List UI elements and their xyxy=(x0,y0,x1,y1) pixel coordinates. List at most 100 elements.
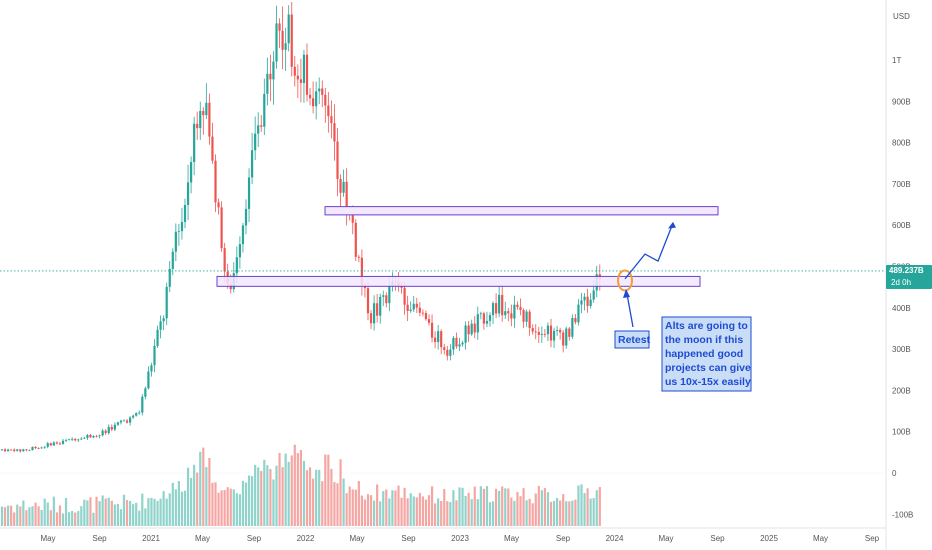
candle-body xyxy=(199,111,202,129)
volume-bar xyxy=(519,496,522,526)
volume-bar xyxy=(556,498,559,526)
candle-body xyxy=(577,304,580,323)
volume-bar xyxy=(95,496,98,526)
volume-bar xyxy=(464,495,467,526)
candle-body xyxy=(324,94,327,106)
volume-bar xyxy=(293,444,296,526)
y-tick-label: 600B xyxy=(892,221,911,230)
candle-body xyxy=(488,315,492,321)
price-tag xyxy=(886,264,932,289)
x-tick-label: 2022 xyxy=(297,534,315,543)
volume-bar xyxy=(552,500,556,526)
candle-body xyxy=(244,208,248,226)
candle-body xyxy=(144,388,147,397)
candle-body xyxy=(168,268,171,287)
x-tick-label: 2023 xyxy=(451,534,469,543)
candle-body xyxy=(49,443,52,446)
volume-bar xyxy=(296,453,299,526)
volume-bar xyxy=(592,498,595,526)
volume-bar xyxy=(116,503,119,526)
x-tick-label: Sep xyxy=(865,534,880,543)
candle-body xyxy=(86,434,89,438)
volume-bar xyxy=(366,494,370,526)
candle-body xyxy=(427,319,431,323)
x-tick-label: Sep xyxy=(247,534,262,543)
candle-body xyxy=(479,313,482,315)
candle-body xyxy=(46,443,49,447)
volume-bar xyxy=(260,470,263,526)
candle-body xyxy=(10,449,13,451)
candle-body xyxy=(409,309,412,311)
candle-body xyxy=(251,150,254,178)
volume-bar xyxy=(196,472,199,526)
candle-body xyxy=(193,123,196,163)
candle-body xyxy=(260,125,263,127)
volume-bar xyxy=(275,465,278,526)
resistance-zone[interactable] xyxy=(324,206,719,216)
volume-bar xyxy=(284,453,287,526)
candle-body xyxy=(446,349,449,356)
volume-bar xyxy=(86,500,89,526)
candle-body xyxy=(223,248,226,272)
volume-bar xyxy=(299,450,302,526)
volume-bar xyxy=(287,461,290,526)
candle-body xyxy=(254,133,257,151)
candle-body xyxy=(339,178,342,193)
candle-body xyxy=(400,286,403,288)
volume-bar xyxy=(13,512,16,526)
volume-bar xyxy=(22,500,25,526)
candle-body xyxy=(424,313,428,320)
volume-bar xyxy=(446,501,449,526)
volume-bar xyxy=(132,504,135,526)
candle-body xyxy=(3,449,7,452)
candle-body xyxy=(534,331,537,333)
candle-body xyxy=(473,323,476,333)
retest-zone[interactable] xyxy=(216,275,701,287)
volume-bar xyxy=(369,495,373,526)
candle-body xyxy=(0,449,4,451)
candle-body xyxy=(159,321,162,330)
candle-body xyxy=(98,435,101,437)
annotation-note-box[interactable] xyxy=(661,316,752,392)
candle-body xyxy=(28,450,31,451)
candle-body xyxy=(266,73,269,94)
candle-body xyxy=(107,426,110,434)
volume-bar xyxy=(156,500,159,526)
volume-bar xyxy=(461,487,464,526)
candle-body xyxy=(37,448,40,449)
candle-body xyxy=(461,342,464,345)
volume-bar xyxy=(165,498,168,526)
volume-bar xyxy=(247,475,251,526)
candle-body xyxy=(321,88,324,95)
candle-body xyxy=(510,313,513,319)
candle-body xyxy=(52,442,55,446)
volume-bar xyxy=(562,494,565,526)
price-tag-value: 489.237B xyxy=(889,266,924,275)
candle-body xyxy=(281,30,284,50)
volume-bar xyxy=(254,464,257,526)
retest-label-box[interactable] xyxy=(614,330,650,349)
candle-body xyxy=(135,413,138,416)
currency-label[interactable]: USD xyxy=(893,12,910,21)
candle-body xyxy=(296,75,299,80)
candle-body xyxy=(180,221,184,232)
candles xyxy=(0,1,601,453)
volume-bar xyxy=(190,477,193,526)
volume-bar xyxy=(244,482,248,526)
candle-body xyxy=(369,313,373,324)
volume-bar xyxy=(135,502,138,526)
volume-bar xyxy=(580,484,583,526)
volume-bar xyxy=(168,493,171,526)
volume-bar xyxy=(7,505,10,526)
volume-bar xyxy=(513,500,516,526)
volume-bar xyxy=(138,510,141,526)
volume-bar xyxy=(171,482,174,526)
volume-bar xyxy=(232,489,235,526)
candle-body xyxy=(336,141,339,179)
candle-body xyxy=(418,307,421,313)
candle-body xyxy=(141,396,144,413)
volume-bar xyxy=(510,497,513,526)
candle-body xyxy=(403,287,406,305)
candle-body xyxy=(373,303,376,324)
